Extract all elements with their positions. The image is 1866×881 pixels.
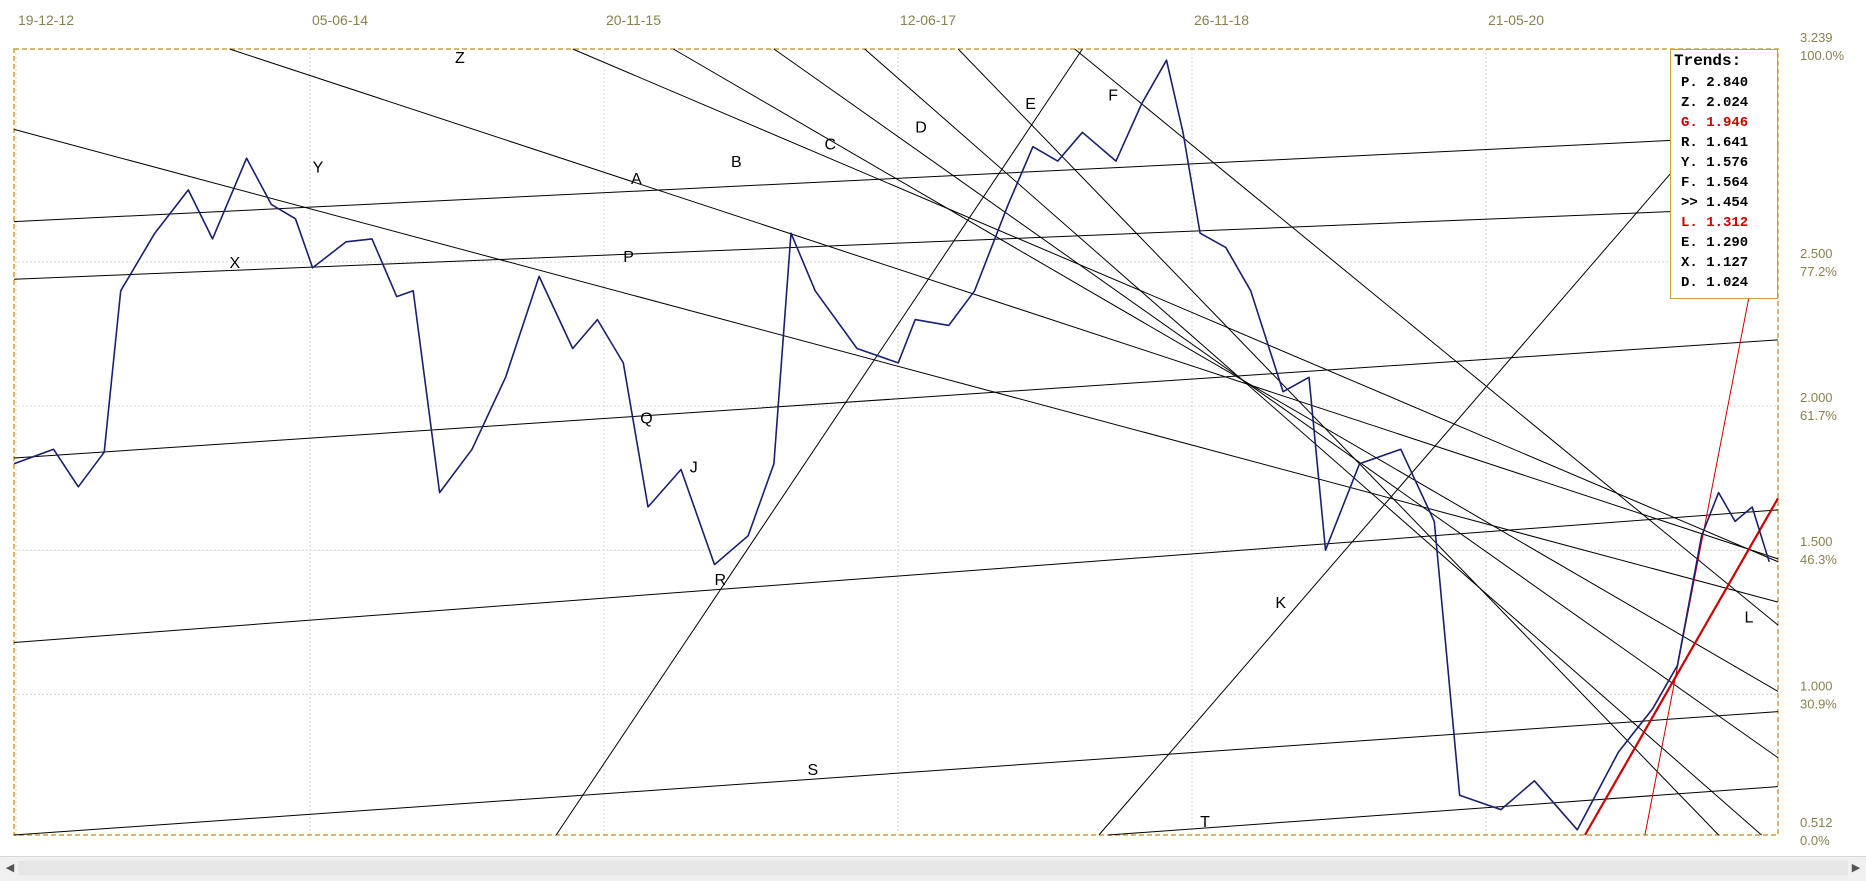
legend-item: D. 1.024: [1681, 275, 1749, 291]
trend-label: X: [230, 255, 241, 272]
x-tick-label: 21-05-20: [1488, 12, 1544, 28]
legend-item: P. 2.840: [1681, 75, 1749, 91]
trend-lines: [13, 48, 1779, 836]
y-axis-ticks: 3.239 100.0% 2.500 77.2% 2.000 61.7% 1.500 46.3…: [1800, 30, 1845, 848]
trends-legend: Trends: P. 2.840 Z. 2.024 G. 1.946 R. 1.641…: [1670, 49, 1778, 299]
y-tick-pct: 100.0%: [1800, 48, 1845, 63]
trend-label: F: [1108, 88, 1118, 105]
scrollbar-track[interactable]: [18, 861, 1848, 875]
trend-label: R: [715, 572, 727, 589]
trend-line: [13, 509, 1779, 643]
trend-label: C: [825, 137, 837, 154]
chart: 19-12-12 05-06-14 20-11-15 12-06-17 26-11-18…: [13, 12, 1845, 848]
legend-item: Z. 2.024: [1681, 95, 1749, 111]
trend-line: [1108, 786, 1779, 836]
legend-item: R. 1.641: [1681, 135, 1749, 151]
y-tick-label: 0.512: [1800, 815, 1833, 830]
trend-line: [1098, 117, 1719, 836]
y-tick-label: 1.500: [1800, 534, 1833, 549]
trend-label: Z: [455, 50, 465, 67]
legend-item: >> 1.454: [1681, 195, 1749, 211]
trend-line: [673, 48, 1779, 692]
trend-label: T: [1200, 814, 1210, 831]
legend-item: L. 1.312: [1681, 215, 1749, 231]
x-tick-label: 05-06-14: [312, 12, 368, 28]
legend-item: Y. 1.576: [1681, 155, 1749, 171]
horizontal-scrollbar[interactable]: ◀ ▶: [0, 856, 1866, 881]
trend-label: E: [1025, 96, 1036, 113]
y-tick-pct: 77.2%: [1800, 264, 1837, 279]
x-tick-label: 19-12-12: [18, 12, 74, 28]
plot-frame: [13, 48, 1779, 836]
trend-line: [13, 711, 1779, 836]
y-tick-pct: 30.9%: [1800, 696, 1837, 711]
y-tick-label: 2.500: [1800, 246, 1833, 261]
trend-label: Q: [640, 410, 652, 427]
trend-line: [13, 206, 1779, 280]
price-series: [13, 59, 1770, 831]
trend-line: [13, 339, 1779, 459]
trend-label: P: [623, 249, 634, 266]
series-line: [13, 59, 1770, 831]
trend-line: [773, 48, 1779, 759]
y-tick-label: 2.000: [1800, 390, 1833, 405]
y-tick-label: 1.000: [1800, 678, 1833, 693]
trend-label: A: [631, 171, 642, 188]
x-tick-label: 26-11-18: [1194, 12, 1249, 28]
x-axis-ticks: 19-12-12 05-06-14 20-11-15 12-06-17 26-11-18…: [18, 12, 1544, 28]
trend-label: K: [1275, 595, 1286, 612]
y-tick-label: 3.239: [1800, 30, 1833, 45]
y-tick-pct: 0.0%: [1800, 833, 1830, 848]
trend-line: [1074, 48, 1779, 626]
trend-label: J: [690, 459, 698, 476]
grid: [14, 49, 1778, 835]
trend-label: B: [731, 154, 742, 171]
legend-title: Trends:: [1674, 52, 1742, 70]
trend-line-labels: Z Y A B C D E F X P Q J R K S T L: [230, 50, 1754, 831]
trend-label: D: [915, 119, 927, 136]
y-tick-pct: 61.7%: [1800, 408, 1837, 423]
trend-line: [555, 48, 1083, 836]
trend-line: [957, 48, 1719, 836]
trend-label: L: [1744, 609, 1753, 626]
legend-item: X. 1.127: [1681, 255, 1749, 271]
trend-line: [1584, 497, 1779, 836]
legend-item: E. 1.290: [1681, 235, 1749, 251]
y-tick-pct: 46.3%: [1800, 552, 1837, 567]
trend-label: S: [807, 762, 818, 779]
x-tick-label: 12-06-17: [900, 12, 956, 28]
x-tick-label: 20-11-15: [606, 12, 661, 28]
trend-line: [572, 48, 1779, 563]
arrow-left-icon[interactable]: ◀: [5, 861, 15, 874]
arrow-right-icon[interactable]: ▶: [1851, 861, 1861, 874]
legend-item: F. 1.564: [1681, 175, 1749, 191]
trend-label: Y: [313, 160, 324, 177]
trend-line: [13, 128, 1779, 603]
trend-line: [864, 48, 1762, 836]
trend-line: [229, 48, 1779, 560]
legend-item: G. 1.946: [1681, 115, 1749, 131]
